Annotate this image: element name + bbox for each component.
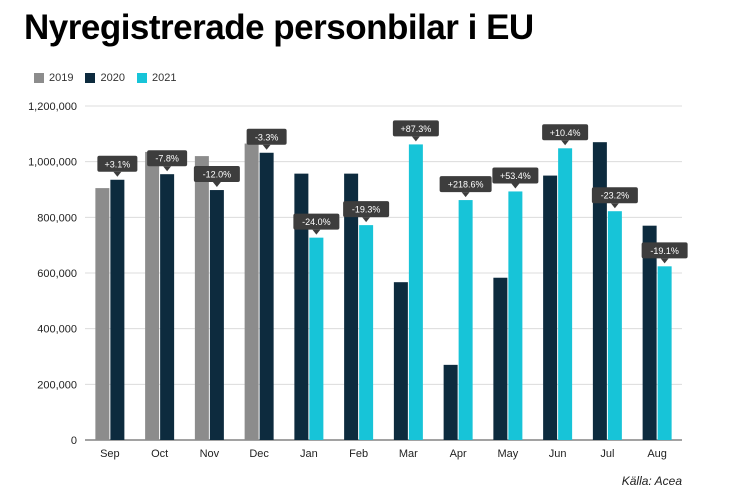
bar-2020-may: [493, 277, 508, 440]
y-tick-label: 0: [71, 435, 77, 447]
x-tick-label: Jul: [600, 448, 614, 460]
legend-swatch-2019: [34, 73, 44, 83]
bar-2021-apr: [458, 200, 473, 440]
change-label-box: [492, 167, 539, 184]
bar-2019-nov: [194, 156, 209, 440]
x-tick-label: Mar: [399, 448, 418, 460]
change-label-pointer: [163, 166, 172, 172]
bar-2021-may: [508, 191, 523, 440]
change-label-box: [193, 166, 240, 183]
legend: 2019 2020 2021: [34, 72, 176, 84]
change-label: -3.3%: [255, 132, 279, 142]
change-label: -23.2%: [601, 191, 630, 201]
change-label-pointer: [362, 217, 371, 223]
change-label-box: [147, 150, 188, 167]
bar-2020-feb: [344, 173, 359, 440]
bar-2020-jan: [294, 173, 309, 440]
change-label: +218.6%: [448, 180, 484, 190]
change-label-pointer: [461, 192, 470, 198]
bar-2020-dec: [259, 152, 274, 440]
change-label-pointer: [660, 258, 669, 264]
bar-2019-sep: [95, 188, 110, 440]
y-tick-label: 600,000: [37, 268, 77, 280]
change-label-pointer: [212, 182, 221, 188]
bar-2021-aug: [657, 266, 672, 440]
change-label: +3.1%: [104, 159, 130, 169]
change-label-box: [641, 242, 688, 259]
legend-label-2021: 2021: [151, 72, 177, 84]
change-label-box: [542, 124, 589, 141]
bar-2020-oct: [160, 174, 175, 441]
bar-2021-mar: [408, 144, 423, 440]
legend-label-2020: 2020: [100, 72, 125, 84]
bar-2021-jan: [309, 237, 324, 440]
source-note: Källa: Acea: [621, 474, 682, 488]
change-label: -19.3%: [352, 205, 381, 215]
x-tick-label: Jan: [300, 448, 318, 460]
change-label: -12.0%: [203, 170, 232, 180]
x-tick-label: Nov: [200, 448, 220, 460]
bar-2020-jun: [543, 175, 558, 441]
bar-2020-apr: [443, 364, 458, 440]
x-tick-label: Feb: [349, 448, 368, 460]
bar-2020-nov: [209, 190, 224, 440]
chart-title: Nyregistrerade personbilar i EU: [24, 8, 534, 47]
change-label: +53.4%: [500, 171, 531, 181]
bar-2020-sep: [110, 179, 125, 440]
change-label: -7.8%: [155, 154, 179, 164]
bar-2019-oct: [145, 151, 160, 441]
y-tick-label: 200,000: [37, 379, 77, 391]
change-label: -24.0%: [302, 217, 331, 227]
bar-2021-jul: [607, 211, 622, 440]
change-label-box: [97, 155, 138, 172]
change-label-box: [392, 120, 439, 137]
change-label-pointer: [511, 183, 520, 189]
y-tick-label: 400,000: [37, 324, 77, 336]
change-label-pointer: [113, 171, 122, 177]
x-tick-label: Apr: [450, 448, 467, 460]
change-label-pointer: [561, 140, 570, 146]
legend-swatch-2021: [136, 73, 147, 83]
x-tick-label: May: [497, 448, 518, 460]
bar-2020-aug: [642, 225, 657, 440]
x-tick-label: Sep: [100, 448, 120, 460]
legend-item-2019: 2019: [34, 72, 73, 84]
change-label-pointer: [312, 229, 321, 235]
change-label-box: [246, 128, 287, 145]
bar-2019-dec: [244, 143, 259, 440]
y-tick-label: 1,200,000: [28, 101, 77, 113]
x-tick-label: Jun: [549, 448, 567, 460]
change-label: +87.3%: [400, 124, 431, 134]
bar-2020-jul: [592, 142, 607, 440]
change-label-pointer: [610, 203, 619, 209]
bar-2021-feb: [359, 225, 374, 440]
change-label: -19.1%: [650, 246, 679, 256]
change-label-box: [591, 187, 638, 204]
y-tick-label: 800,000: [37, 212, 77, 224]
y-tick-label: 1,000,000: [28, 157, 77, 169]
change-label-box: [293, 213, 340, 230]
bar-2021-jun: [558, 148, 573, 440]
change-label: +10.4%: [550, 128, 581, 138]
change-label-box: [439, 176, 492, 193]
legend-label-2019: 2019: [49, 72, 74, 84]
x-tick-label: Dec: [249, 448, 269, 460]
change-label-box: [343, 201, 390, 218]
legend-item-2020: 2020: [85, 72, 125, 84]
change-label-pointer: [411, 136, 420, 142]
change-label-pointer: [262, 144, 271, 150]
x-tick-label: Aug: [647, 448, 667, 460]
legend-item-2021: 2021: [136, 72, 177, 84]
x-tick-label: Oct: [151, 448, 168, 460]
legend-swatch-2020: [85, 73, 96, 83]
bar-2020-mar: [393, 282, 408, 440]
